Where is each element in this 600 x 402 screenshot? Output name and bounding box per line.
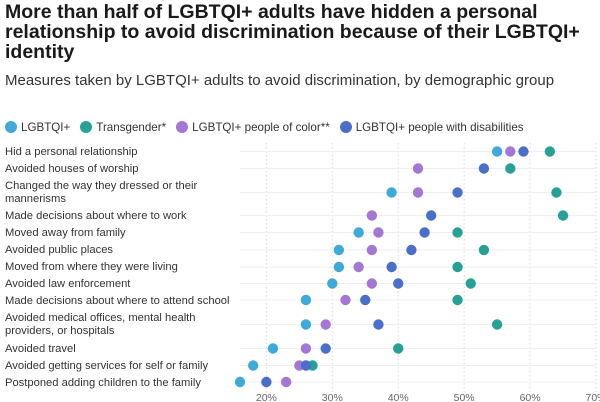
data-point-3 <box>320 343 331 354</box>
row-label: Made decisions about where to attend sch… <box>5 295 230 307</box>
data-point-1 <box>452 227 463 238</box>
data-point-1 <box>505 163 516 174</box>
chart-subtitle: Measures taken by LGBTQI+ adults to avoi… <box>5 72 555 89</box>
x-tick-label: 50% <box>454 392 475 402</box>
data-point-2 <box>412 163 424 174</box>
data-point-2 <box>353 261 364 273</box>
row-label: Made decisions about where to work <box>5 210 187 222</box>
row-label: Avoided getting services for self or fam… <box>5 360 209 372</box>
legend-swatch <box>176 121 189 133</box>
data-point-3 <box>406 244 417 256</box>
row-label: Postponed adding children to the family <box>5 377 201 389</box>
data-point-2 <box>320 319 331 330</box>
data-point-3 <box>393 278 404 289</box>
data-point-0 <box>386 187 397 198</box>
row-label: Avoided travel <box>5 343 76 355</box>
data-point-0 <box>491 146 503 157</box>
data-point-2 <box>366 278 378 289</box>
data-point-1 <box>491 319 503 330</box>
data-point-0 <box>353 227 364 238</box>
legend-swatch <box>80 121 93 133</box>
data-point-2 <box>340 294 351 306</box>
legend-swatch <box>5 121 17 133</box>
data-point-2 <box>373 227 384 238</box>
data-point-1 <box>478 244 490 256</box>
legend-item: LGBTQI+ people of color** <box>176 121 330 134</box>
data-point-3 <box>386 261 397 273</box>
row-label: Avoided medical offices, mental health p… <box>5 312 196 337</box>
data-point-2 <box>505 146 516 157</box>
data-point-2 <box>280 376 292 388</box>
data-point-3 <box>261 376 272 388</box>
data-point-2 <box>366 244 378 256</box>
data-point-3 <box>425 210 437 221</box>
legend-label: LGBTQI+ <box>21 120 71 134</box>
data-point-0 <box>327 278 338 289</box>
row-label: Moved away from family <box>5 227 126 239</box>
data-point-3 <box>360 294 371 306</box>
row-label: Avoided law enforcement <box>5 278 131 290</box>
data-point-2 <box>300 343 312 354</box>
data-point-2 <box>366 210 378 221</box>
legend: LGBTQI+ Transgender* LGBTQI+ people of col… <box>5 119 534 135</box>
data-point-3 <box>419 227 430 238</box>
data-point-0 <box>333 261 345 273</box>
legend-item: Transgender* <box>80 121 166 134</box>
data-point-0 <box>300 319 312 330</box>
data-point-0 <box>267 343 279 354</box>
data-point-0 <box>300 294 312 306</box>
data-point-3 <box>518 146 529 157</box>
data-point-0 <box>247 360 259 371</box>
legend-item: LGBTQI+ <box>5 121 70 134</box>
data-point-1 <box>557 210 569 221</box>
x-tick-label: 20% <box>256 392 277 402</box>
row-label: Moved from where they were living <box>5 261 178 273</box>
chart-title: More than half of LGBTQI+ adults have hi… <box>5 1 580 63</box>
row-label: Changed the way they dressed or their ma… <box>5 180 198 205</box>
data-point-1 <box>551 187 562 198</box>
data-point-1 <box>452 294 463 306</box>
data-point-1 <box>544 146 556 157</box>
legend-item: LGBTQI+ people with disabilities <box>339 120 524 134</box>
data-point-3 <box>373 319 384 330</box>
data-point-2 <box>412 187 424 198</box>
row-label: Avoided public places <box>5 244 114 256</box>
x-tick-label: 60% <box>520 392 541 402</box>
data-point-0 <box>234 376 246 388</box>
legend-label: Transgender* <box>96 120 167 134</box>
x-tick-label: 40% <box>388 392 409 402</box>
legend-label: LGBTQI+ people of color** <box>192 120 330 134</box>
data-point-3 <box>478 163 490 174</box>
data-point-1 <box>393 343 404 354</box>
data-point-3 <box>452 187 463 198</box>
x-tick-label: 70% <box>585 392 600 402</box>
legend-label: LGBTQI+ people with disabilities <box>355 120 524 134</box>
data-point-0 <box>333 244 345 256</box>
row-label: Avoided houses of worship <box>5 163 139 175</box>
data-point-1 <box>465 278 476 289</box>
x-tick-label: 30% <box>322 392 343 402</box>
data-point-1 <box>452 261 463 273</box>
data-point-3 <box>300 360 312 371</box>
legend-swatch <box>339 121 352 133</box>
row-label: Hid a personal relationship <box>5 146 138 158</box>
